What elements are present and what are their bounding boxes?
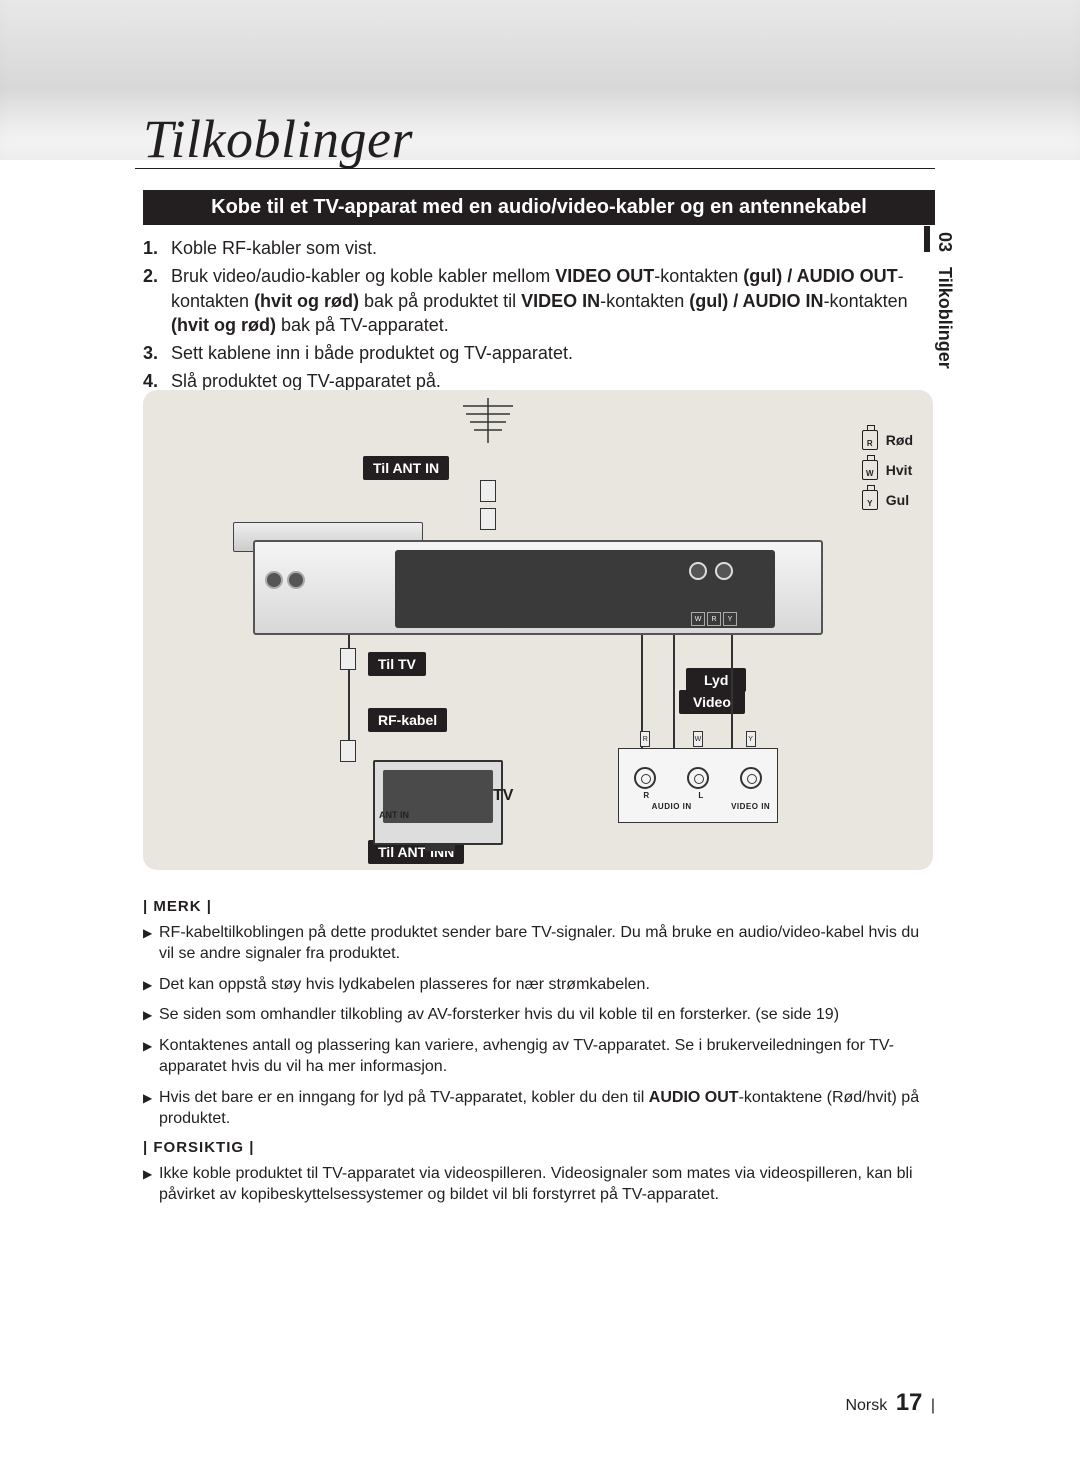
antenna-icon bbox=[458, 398, 518, 443]
merk-heading: | MERK | bbox=[143, 898, 933, 915]
note-item: ▶Se siden som omhandler tilkobling av AV… bbox=[143, 1005, 933, 1026]
legend-row: YGul bbox=[862, 490, 913, 510]
note-item: ▶RF-kabeltilkoblingen på dette produktet… bbox=[143, 923, 933, 965]
footer-language: Norsk bbox=[845, 1397, 887, 1414]
tv-icon bbox=[373, 760, 503, 845]
page-footer: Norsk 17 | bbox=[845, 1389, 935, 1417]
note-item: ▶Ikke koble produktet til TV-apparatet v… bbox=[143, 1164, 933, 1206]
rca-color-legend: RRød WHvit YGul bbox=[862, 430, 913, 520]
side-tab: 03 Tilkoblinger bbox=[934, 232, 955, 369]
coax-connector-icon bbox=[340, 740, 356, 762]
step-item: 3.Sett kablene inn i både produktet og T… bbox=[143, 341, 933, 365]
tv-av-inputs: RL AUDIO IN VIDEO IN R W Y bbox=[618, 748, 778, 823]
legend-row: WHvit bbox=[862, 460, 913, 480]
callout-video: Video bbox=[679, 690, 745, 714]
title-underline bbox=[135, 168, 935, 169]
note-item: ▶Det kan oppstå støy hvis lydkabelen pla… bbox=[143, 975, 933, 996]
coax-connector-icon bbox=[480, 480, 496, 502]
note-item: ▶Hvis det bare er en inngang for lyd på … bbox=[143, 1088, 933, 1130]
ant-in-port-label: ANT IN bbox=[379, 810, 409, 820]
callout-lyd: Lyd bbox=[686, 668, 746, 692]
side-tab-chapter: 03 bbox=[935, 232, 955, 252]
connection-diagram: Til ANT IN RRød WHvit YGul W R Y Til TV RF… bbox=[143, 390, 933, 870]
callout-rf-kabel: RF-kabel bbox=[368, 708, 447, 732]
legend-row: RRød bbox=[862, 430, 913, 450]
steps-list: 1.Koble RF-kabler som vist. 2.Bruk video/… bbox=[143, 236, 933, 398]
tv-label: TV bbox=[493, 787, 513, 805]
side-tab-label: Tilkoblinger bbox=[935, 267, 955, 369]
video-in-label: VIDEO IN bbox=[724, 802, 777, 811]
audio-in-label: AUDIO IN bbox=[619, 802, 724, 811]
page-title: Tilkoblinger bbox=[143, 108, 413, 170]
footer-pipe: | bbox=[931, 1397, 935, 1414]
coax-connector-icon bbox=[340, 648, 356, 670]
callout-ant-in: Til ANT IN bbox=[363, 456, 449, 480]
device-rear-panel: W R Y bbox=[253, 540, 823, 635]
note-item: ▶Kontaktenes antall og plassering kan va… bbox=[143, 1036, 933, 1078]
forsiktig-heading: | FORSIKTIG | bbox=[143, 1139, 933, 1156]
footer-page-number: 17 bbox=[896, 1389, 923, 1416]
callout-til-tv: Til TV bbox=[368, 652, 426, 676]
step-item: 1.Koble RF-kabler som vist. bbox=[143, 236, 933, 260]
rear-panel-dark: W R Y bbox=[395, 550, 775, 628]
notes-section: | MERK | ▶RF-kabeltilkoblingen på dette … bbox=[143, 890, 933, 1216]
step-item: 2.Bruk video/audio-kabler og koble kable… bbox=[143, 264, 933, 337]
section-heading-bar: Kobe til et TV-apparat med en audio/vide… bbox=[143, 190, 935, 225]
coax-connector-icon bbox=[480, 508, 496, 530]
